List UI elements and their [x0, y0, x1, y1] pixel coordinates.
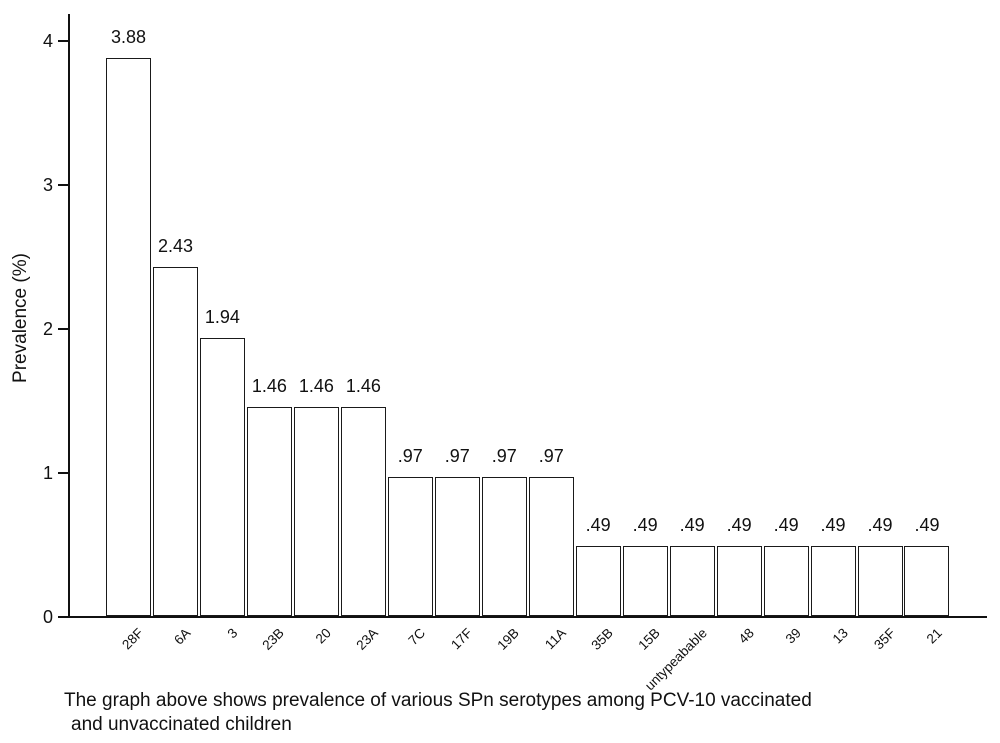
bar-17F — [434, 477, 480, 616]
x-tick-label: 35F — [870, 625, 898, 653]
x-tick-label: 35B — [588, 625, 617, 653]
bar-6A — [152, 267, 198, 616]
bar-value-label: .97 — [538, 446, 564, 467]
bar-value-label: 2.43 — [157, 236, 193, 257]
x-tick-label: 11A — [542, 625, 570, 653]
bar-value-label: .49 — [632, 515, 658, 536]
x-tick-label: 3 — [224, 625, 241, 642]
x-tick-label: 23A — [353, 625, 382, 653]
caption: The graph above shows prevalence of vari… — [64, 689, 812, 736]
bar-value-label: .49 — [820, 515, 846, 536]
bar-value-label: 1.46 — [345, 375, 381, 396]
x-tick-label: 28F — [119, 625, 147, 653]
bar-value-label: .49 — [726, 515, 752, 536]
x-tick-label: 20 — [313, 625, 335, 647]
x-tick-label: 39 — [782, 625, 804, 647]
x-tick-label: 48 — [735, 625, 758, 647]
bar-value-label: 3.88 — [110, 27, 147, 48]
y-tick-mark — [58, 616, 69, 618]
bar-23B — [246, 406, 292, 616]
x-tick-label: 17F — [448, 625, 476, 653]
bar-48 — [716, 546, 762, 616]
x-tick-label: 15B — [635, 625, 664, 653]
y-tick-mark — [58, 184, 69, 186]
bar-value-label: .49 — [867, 515, 893, 536]
bar-39 — [763, 546, 809, 616]
x-tick-label: 23B — [259, 625, 288, 653]
x-tick-label: 13 — [829, 625, 851, 647]
y-tick-mark — [58, 472, 69, 474]
bar-20 — [293, 406, 339, 616]
y-tick-label: 2 — [42, 319, 53, 339]
bar-value-label: .97 — [444, 446, 470, 467]
y-tick-label: 3 — [42, 175, 53, 195]
x-tick-label: 7C — [405, 625, 429, 649]
bar-7C — [387, 477, 433, 616]
y-tick-mark — [58, 40, 69, 42]
bar-3 — [199, 337, 245, 616]
bar-13 — [810, 546, 856, 616]
caption-line-2: and unvaccinated children — [71, 713, 292, 735]
bar-value-label: 1.46 — [251, 375, 287, 396]
bar-value-label: .49 — [914, 515, 940, 536]
x-tick-label: 19B — [494, 625, 523, 653]
y-tick-mark — [58, 328, 69, 330]
bar-value-label: .49 — [773, 515, 799, 536]
bar-21 — [904, 546, 950, 616]
x-axis-line — [68, 616, 987, 618]
x-tick-label: 21 — [923, 625, 945, 647]
y-axis-line — [68, 14, 70, 618]
bar-23A — [340, 406, 386, 616]
bar-value-label: .49 — [679, 515, 705, 536]
bar-value-label: .97 — [491, 446, 517, 467]
y-tick-label: 0 — [42, 607, 53, 627]
bar-value-label: .49 — [585, 515, 611, 536]
bar-value-label: .97 — [397, 446, 423, 467]
y-tick-label: 4 — [42, 31, 53, 51]
bar-value-label: 1.46 — [298, 375, 334, 396]
bar-untypeabable — [669, 546, 715, 616]
bar-35B — [575, 546, 621, 616]
caption-line-1: The graph above shows prevalence of vari… — [64, 690, 812, 711]
bar-11A — [528, 477, 574, 616]
bar-value-label: 1.94 — [204, 306, 240, 327]
y-tick-label: 1 — [42, 463, 53, 483]
x-tick-label: 6A — [171, 625, 194, 648]
bar-28F — [106, 58, 151, 616]
bar-35F — [857, 546, 903, 616]
bar-19B — [481, 477, 527, 616]
bar-15B — [622, 546, 668, 616]
